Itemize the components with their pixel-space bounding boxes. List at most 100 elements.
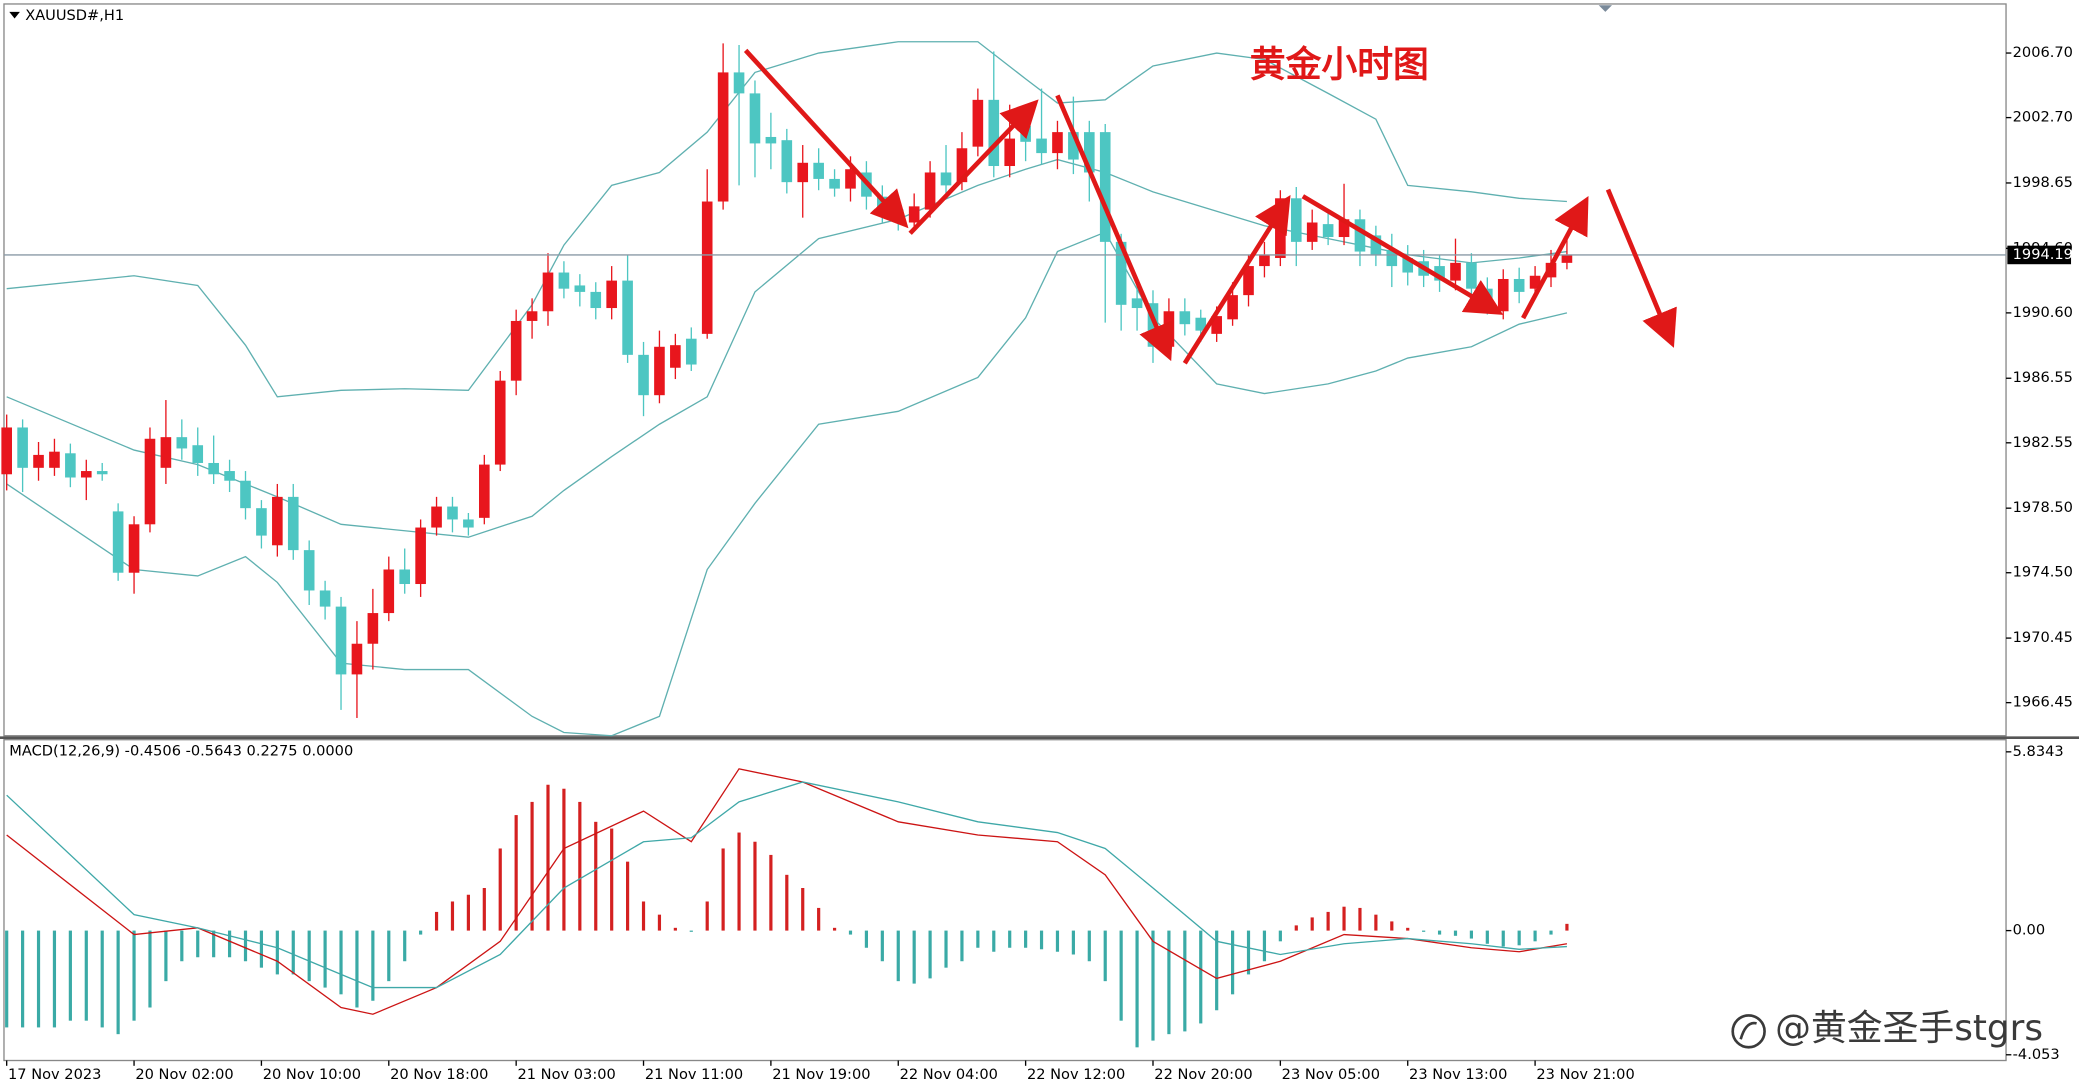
histogram-bar <box>1231 930 1235 995</box>
histogram-bar <box>1310 917 1314 931</box>
histogram-bar <box>1358 907 1362 931</box>
candle-body <box>65 453 76 478</box>
histogram-bar <box>880 930 884 962</box>
histogram-bar <box>482 888 486 931</box>
marks: 2006.702002.701998.651994.601990.601986.… <box>1 41 2073 1083</box>
candle-body <box>399 569 411 585</box>
main-panel <box>3 3 2007 737</box>
candle-body <box>1513 278 1525 292</box>
histogram-bar <box>227 930 232 958</box>
candle-body <box>224 471 235 481</box>
histogram-bar <box>1453 930 1458 936</box>
x-tick-label: 17 Nov 2023 <box>8 1066 101 1083</box>
histogram-bar <box>116 930 120 1035</box>
candle-body <box>1211 316 1222 334</box>
histogram-bar <box>307 930 311 982</box>
candle-body <box>1004 138 1016 167</box>
histogram-bar <box>1024 930 1028 948</box>
y-tick-label: 1986.55 <box>2013 369 2073 386</box>
icon-circle <box>1731 1014 1766 1049</box>
annotation: 黄金小时图 <box>1250 43 1429 85</box>
histogram-bar <box>514 815 518 931</box>
candle-body <box>622 280 633 355</box>
candle-body <box>733 72 745 94</box>
y-tick-label: 1978.50 <box>2013 499 2073 516</box>
y-tick-label: -4.053 <box>2013 1046 2060 1063</box>
candle-body <box>1529 275 1541 289</box>
histogram-bar <box>1199 930 1203 1024</box>
histogram-bar <box>291 930 295 975</box>
candle-body <box>829 178 840 189</box>
candle-body <box>590 291 602 309</box>
histogram-bar <box>323 930 327 988</box>
histogram-bar <box>1517 930 1521 946</box>
candle-body <box>845 169 856 189</box>
candle-body <box>1243 266 1254 296</box>
arrow <box>1301 194 1504 315</box>
candle-body <box>813 162 824 179</box>
x-tick-label: 20 Nov 10:00 <box>263 1066 361 1083</box>
watermark-icon <box>1731 1014 1766 1049</box>
histogram-bar <box>466 894 470 931</box>
x-tick-label: 22 Nov 20:00 <box>1154 1066 1252 1083</box>
histogram-bar <box>785 874 789 931</box>
histogram-bar <box>848 930 853 935</box>
candle-body <box>1354 219 1366 252</box>
candle-body <box>1020 125 1031 142</box>
candle-body <box>972 99 984 147</box>
candle-body <box>447 506 458 520</box>
candle-body <box>494 380 506 465</box>
candle-body <box>956 148 968 183</box>
histogram-bar <box>84 930 88 1021</box>
candle-body <box>256 508 267 536</box>
histogram-bar <box>68 930 72 1021</box>
histogram-bar <box>1246 930 1251 975</box>
histogram-bar <box>1167 930 1171 1035</box>
arrow <box>908 99 1039 235</box>
candle-body <box>940 172 952 186</box>
histogram-bar <box>1549 930 1553 935</box>
arrow <box>1605 188 1677 348</box>
histogram-bar <box>387 930 391 982</box>
candle-body <box>383 569 395 614</box>
candle-body <box>1306 222 1318 242</box>
arrow <box>1521 195 1589 320</box>
histogram-bar <box>928 930 932 979</box>
histogram-bar <box>1533 930 1537 942</box>
histogram-bar <box>21 930 25 1028</box>
histogram-bar <box>817 907 821 931</box>
histogram-bar <box>212 930 216 958</box>
candle-body <box>1338 219 1350 238</box>
candle-body <box>272 496 283 546</box>
candle-body <box>128 524 140 573</box>
histogram-bar <box>1390 921 1394 931</box>
icon-stroke <box>1739 1021 1757 1040</box>
y-tick-label: 1990.60 <box>2013 304 2073 321</box>
candle-body <box>112 511 124 573</box>
histogram-bar <box>1087 930 1091 962</box>
y-tick-label: 1970.45 <box>2013 629 2073 646</box>
y-tick-label: 1998.65 <box>2013 174 2073 191</box>
indicator-line <box>6 781 1567 989</box>
macd-panel <box>3 739 2007 1062</box>
y-tick-label: 2002.70 <box>2013 109 2073 126</box>
histogram-bar <box>164 930 168 982</box>
histogram-bar <box>434 911 439 931</box>
histogram-bar <box>912 930 916 984</box>
y-tick-label: 1982.55 <box>2013 434 2073 451</box>
candle-body <box>1386 249 1398 267</box>
histogram-bar <box>180 930 184 962</box>
candle-body <box>670 345 681 368</box>
candle-body <box>685 338 697 365</box>
histogram-bar <box>1215 930 1219 1011</box>
x-tick-label: 23 Nov 21:00 <box>1536 1066 1634 1083</box>
candle-body <box>526 311 538 321</box>
histogram-bar <box>1119 930 1123 1021</box>
candle-body <box>1259 254 1270 267</box>
candle-body <box>431 506 442 528</box>
histogram-bar <box>196 930 200 958</box>
candle-body <box>908 206 920 223</box>
